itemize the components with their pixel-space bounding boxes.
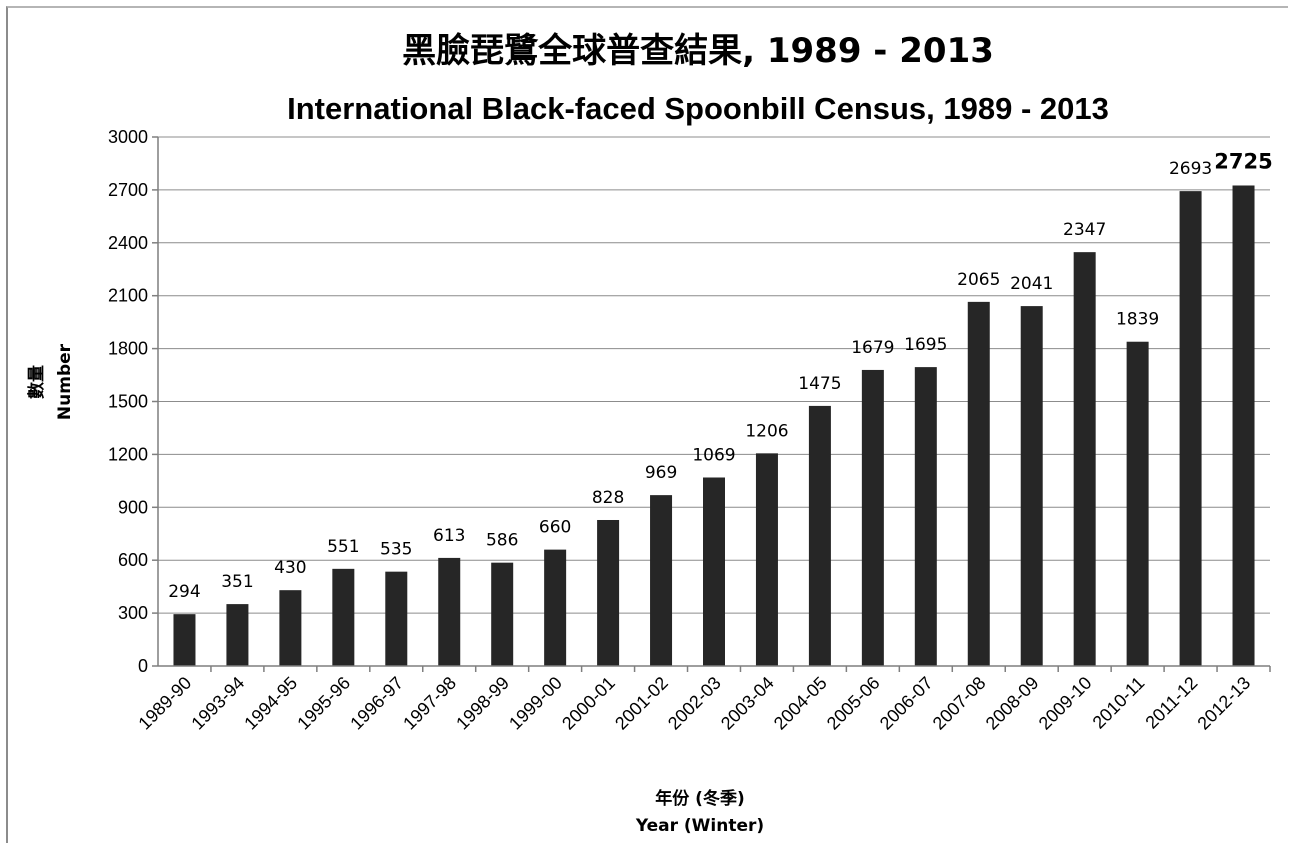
data-label: 1839 [1116,310,1159,330]
bar [1179,191,1202,666]
chart-title: 黑臉琵鷺全球普查結果, 1989 - 2013 [402,31,994,71]
bar [1020,306,1043,666]
data-label: 828 [592,488,624,508]
data-label: 586 [486,531,518,551]
bar [914,367,937,666]
bar [173,614,196,666]
x-tick-label: 1997-98 [399,673,460,734]
bar [226,604,249,666]
data-label: 660 [539,518,571,538]
y-tick-label: 2100 [108,286,148,306]
bar [808,405,831,666]
y-tick-label: 3000 [108,127,148,147]
y-axis-title: 數量 [26,365,47,399]
x-tick-label: 2003-04 [717,673,778,734]
data-label: 2725 [1214,149,1272,173]
data-label: 1475 [798,374,841,394]
x-tick-label: 2000-01 [558,673,619,734]
x-axis-title-en: Year (Winter) [635,816,764,836]
bar [755,453,778,666]
chart-frame [6,6,1288,843]
x-tick-label: 1999-00 [505,673,566,734]
x-tick-label: 2008-09 [982,673,1043,734]
bar [967,301,990,666]
y-tick-label: 2700 [108,180,148,200]
bar [703,477,725,666]
data-label: 2065 [957,270,1000,290]
x-tick-label: 2007-08 [929,673,990,734]
x-tick-label: 2005-06 [823,673,884,734]
x-tick-label: 2006-07 [876,673,937,734]
data-label: 535 [380,540,412,560]
x-tick-label: 1995-96 [293,673,354,734]
bar [861,369,884,666]
chart-subtitle: International Black-faced Spoonbill Cens… [287,91,1109,126]
data-label: 1695 [904,335,947,355]
data-label: 1069 [692,445,735,465]
data-label: 551 [327,537,359,557]
data-label: 2693 [1169,159,1212,179]
bar [279,590,302,666]
x-tick-label: 1993-94 [187,673,248,734]
bar [597,519,620,666]
x-tick-label: 2001-02 [611,673,672,734]
data-labels: 294 351 430 551 535 613 586 660 828 969 1069 1206 14… [168,149,1273,602]
bar [1232,185,1255,666]
y-axis-ticks: 0 300 600 900 1200 1500 1800 2100 2400 2700 3000 [108,127,158,676]
bar [650,495,673,666]
data-label: 294 [168,582,200,602]
x-tick-label: 2002-03 [664,673,725,734]
data-label: 613 [433,526,465,546]
bar [438,557,461,666]
data-label: 969 [645,463,677,483]
y-tick-label: 1800 [108,339,148,359]
x-tick-label: 2011-12 [1141,673,1201,733]
y-tick-label: 1200 [108,444,148,464]
bar [385,571,408,666]
y-tick-label: 600 [118,550,148,570]
data-label: 2041 [1010,274,1053,294]
x-axis-title: 年份 (冬季) [655,788,744,809]
data-label: 2347 [1063,220,1106,240]
data-label: 430 [274,558,306,578]
data-label: 351 [221,572,253,592]
y-tick-label: 0 [138,656,148,676]
x-tick-label: 2010-11 [1089,673,1149,733]
x-tick-label: 2012-13 [1193,673,1254,734]
bar [544,549,567,666]
y-tick-label: 1500 [108,392,148,412]
bar [491,562,514,666]
data-label: 1679 [851,338,894,358]
x-tick-label: 2004-05 [770,673,831,734]
x-tick-label: 1994-95 [240,673,301,734]
y-tick-label: 300 [118,603,148,623]
x-tick-label: 1996-97 [346,673,407,734]
y-tick-label: 900 [118,497,148,517]
bars [173,185,1255,666]
data-label: 1206 [745,421,788,441]
bar [1073,252,1096,666]
x-tick-label: 1998-99 [452,673,513,734]
x-tick-label: 2009-10 [1035,673,1096,734]
y-tick-label: 2400 [108,233,148,253]
bar [332,568,355,666]
y-axis-title-en: Number [55,343,75,420]
bar [1126,341,1149,666]
x-axis-ticks: 1989-901993-941994-951995-961996-971997-… [134,666,1271,734]
x-tick-label: 1989-90 [134,673,195,734]
